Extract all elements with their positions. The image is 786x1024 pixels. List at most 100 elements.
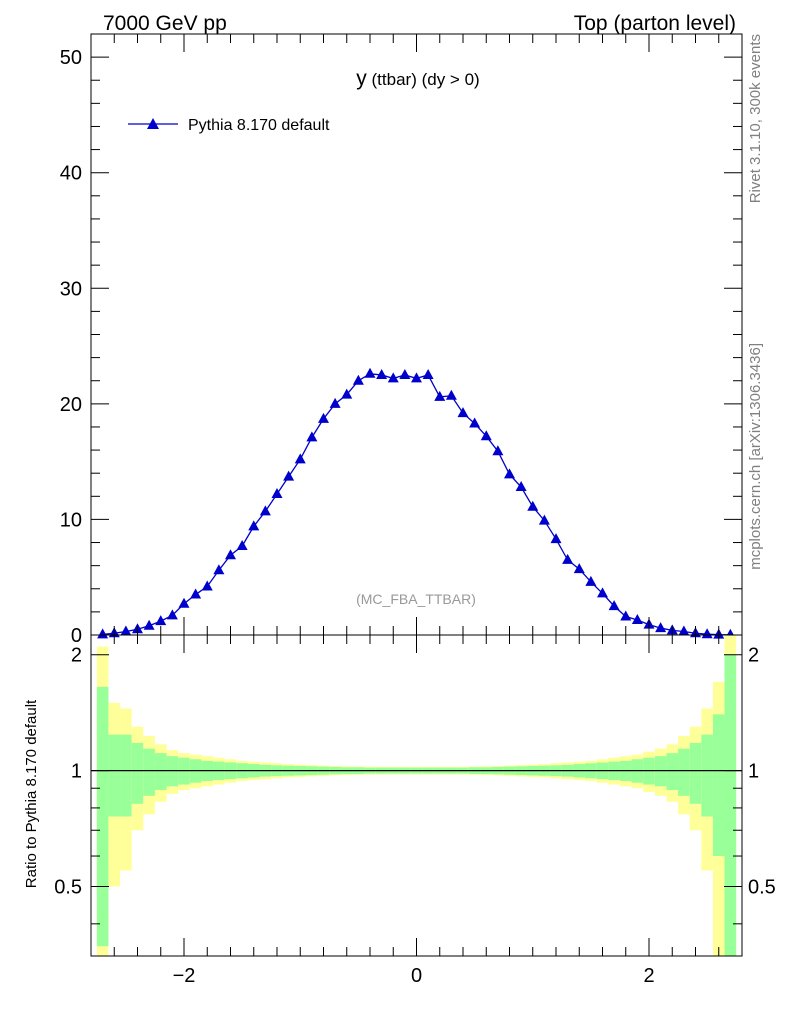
main-y-tick-label: 50 [60, 47, 82, 69]
inner-band-bin-49 [666, 753, 679, 791]
data-point-9 [201, 580, 213, 591]
data-point-4 [143, 619, 155, 630]
data-point-14 [259, 505, 271, 516]
data-point-0 [97, 628, 109, 639]
data-point-6 [166, 609, 178, 620]
inner-band-bin-50 [678, 748, 690, 796]
data-point-13 [248, 520, 260, 531]
data-point-45 [620, 610, 632, 621]
main-y-tick-label: 40 [60, 163, 82, 185]
data-point-41 [573, 563, 585, 574]
data-point-32 [469, 417, 481, 428]
header-left: 7000 GeV pp [103, 12, 227, 35]
data-point-50 [678, 625, 690, 636]
data-point-42 [585, 575, 597, 586]
x-tick-label: 2 [643, 965, 654, 987]
main-y-tick-label: 20 [60, 394, 82, 416]
data-point-21 [341, 388, 353, 399]
plot-title-suffix: (ttbar) (dy > 0) [367, 70, 480, 89]
data-point-19 [318, 412, 329, 423]
ratio-y-axis-label: Ratio to Pythia 8.170 default [23, 699, 40, 888]
ratio-y-tick-labels: 0.5 0.5 1 1 2 2 [54, 645, 776, 899]
data-point-10 [213, 564, 225, 575]
ratio-x-tick-labels: −2 0 2 [173, 965, 655, 987]
mcplots-credit-text: mcplots.cern.ch [arXiv:1306.3436] [747, 343, 764, 570]
data-point-40 [562, 553, 574, 564]
inner-band-bin-1 [108, 734, 121, 817]
data-point-38 [538, 514, 550, 525]
plot-title: y (ttbar) (dy > 0) [356, 67, 479, 90]
ratio-panel: 0.5 0.5 1 1 2 2 −2 0 2 Ratio to Pythia 8.170 de… [23, 634, 776, 987]
x-tick-label: −2 [173, 965, 196, 987]
data-point-24 [376, 368, 388, 379]
analysis-watermark: (MC_FBA_TTBAR) [356, 591, 476, 607]
data-point-44 [608, 600, 620, 611]
inner-band-bin-6 [166, 756, 179, 787]
ratio-y-tick-label-right: 0.5 [748, 877, 776, 899]
data-point-35 [504, 468, 515, 479]
rivet-info-text: Rivet 3.1.10, 300k events [747, 34, 764, 203]
ratio-y-tick-label-left: 1 [71, 761, 82, 783]
legend-label: Pythia 8.170 default [188, 117, 330, 134]
ratio-y-tick-label-right: 1 [748, 761, 759, 783]
inner-band-bin-52 [701, 734, 713, 817]
ratio-y-tick-label-right: 2 [748, 645, 759, 667]
inner-band-bin-53 [712, 714, 725, 857]
inner-band-bin-48 [654, 756, 667, 787]
data-point-5 [155, 615, 167, 626]
header-right: Top (parton level) [574, 12, 736, 35]
inner-band-bin-3 [131, 742, 144, 804]
data-point-34 [492, 445, 504, 456]
data-point-33 [480, 430, 492, 441]
inner-band-bin-5 [154, 753, 167, 791]
data-point-37 [527, 500, 539, 511]
data-point-15 [271, 487, 283, 498]
main-y-tick-label: 10 [60, 509, 82, 531]
data-point-12 [236, 540, 248, 551]
data-point-39 [550, 533, 562, 544]
legend-triangle-icon [147, 118, 159, 129]
inner-band-bin-4 [143, 748, 155, 796]
data-point-27 [411, 372, 422, 383]
ratio-panel-frame [90, 634, 743, 957]
ratio-bands [96, 635, 737, 956]
data-point-28 [422, 368, 434, 379]
inner-band-bin-2 [120, 734, 132, 817]
inner-band-bin-54 [724, 654, 737, 956]
data-point-22 [352, 374, 364, 385]
data-point-25 [387, 372, 399, 383]
data-point-18 [306, 431, 318, 442]
data-point-7 [178, 597, 190, 608]
main-y-tick-labels: 0 10 20 30 40 50 [60, 47, 82, 647]
data-point-31 [457, 407, 469, 418]
data-point-48 [655, 622, 667, 633]
data-point-43 [597, 587, 608, 598]
inner-band-bin-0 [96, 686, 109, 947]
data-point-8 [190, 588, 202, 599]
data-point-52 [701, 628, 713, 639]
data-point-46 [631, 613, 643, 624]
main-panel: 0 10 20 30 40 50 y (ttbar) (dy > 0) (MC_FBA_T… [60, 33, 743, 647]
ratio-axis-ticks [90, 635, 743, 956]
main-y-tick-label: 0 [71, 625, 82, 647]
legend: Pythia 8.170 default [128, 117, 330, 134]
data-point-16 [283, 470, 295, 481]
inner-band-bin-51 [689, 742, 702, 804]
ratio-y-tick-label-left: 2 [71, 645, 82, 667]
plot-title-var: y [356, 67, 367, 90]
ratio-y-tick-label-left: 0.5 [54, 877, 82, 899]
x-tick-label: 0 [411, 965, 422, 987]
data-point-23 [364, 367, 376, 378]
data-point-29 [434, 390, 446, 401]
data-point-36 [515, 481, 527, 492]
data-point-26 [399, 368, 411, 379]
data-point-20 [329, 397, 341, 408]
data-point-17 [294, 453, 306, 464]
main-data-layer [97, 367, 736, 639]
data-point-11 [225, 549, 236, 560]
data-point-2 [120, 625, 132, 636]
main-y-tick-label: 30 [60, 278, 82, 300]
data-point-30 [445, 389, 457, 400]
main-axis-ticks [90, 33, 743, 636]
